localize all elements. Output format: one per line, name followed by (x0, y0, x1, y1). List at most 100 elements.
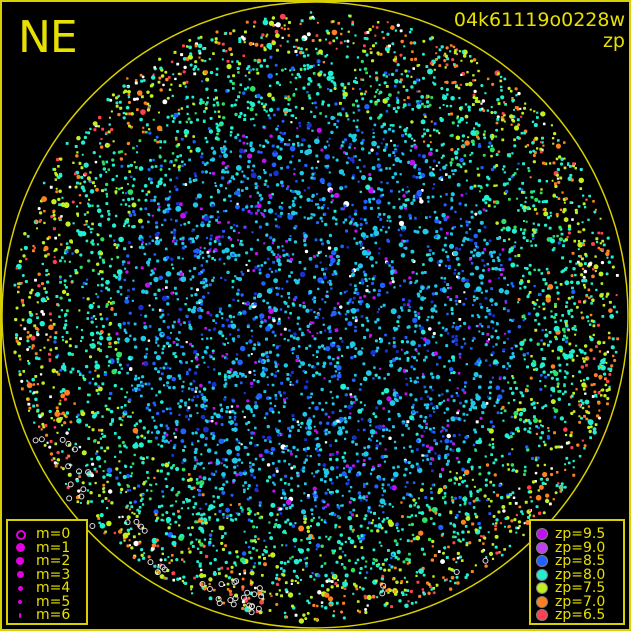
star-point (203, 361, 206, 364)
star-point (599, 217, 602, 220)
star-point (146, 260, 151, 265)
star-point (186, 372, 189, 376)
star-point (370, 529, 374, 533)
star-point (99, 256, 102, 259)
star-point (213, 239, 217, 243)
star-point (246, 177, 250, 180)
star-point (555, 157, 559, 161)
star-point (205, 404, 208, 408)
star-point (219, 183, 223, 188)
star-point (273, 545, 276, 549)
star-point (362, 428, 366, 432)
star-point (412, 498, 416, 502)
star-point (227, 374, 232, 379)
star-point (161, 223, 164, 227)
star-point (435, 310, 438, 313)
star-point (405, 88, 409, 92)
star-point (188, 414, 193, 418)
star-point (513, 410, 519, 416)
star-point (268, 531, 271, 534)
star-point (65, 142, 69, 145)
star-point (360, 278, 365, 283)
star-point (348, 146, 351, 149)
star-point (241, 585, 245, 589)
star-point (155, 394, 158, 397)
star-point (171, 554, 174, 557)
star-point (472, 58, 477, 62)
star-point (563, 201, 566, 204)
star-point (414, 601, 418, 604)
star-point (459, 356, 462, 359)
star-point (304, 458, 308, 462)
star-point (286, 518, 290, 522)
star-point (88, 198, 91, 201)
star-point (391, 280, 395, 284)
star-point (419, 199, 424, 204)
star-point (345, 161, 349, 165)
star-point (583, 447, 586, 450)
star-point (64, 319, 68, 323)
star-point (455, 456, 459, 460)
star-point (546, 271, 551, 275)
star-point (374, 415, 378, 419)
star-point (37, 207, 41, 211)
star-point (252, 68, 255, 71)
star-point (360, 232, 367, 238)
star-point (215, 549, 218, 552)
star-point (506, 283, 509, 286)
star-point (417, 352, 420, 355)
star-point (341, 504, 344, 507)
star-point (354, 34, 357, 37)
star-point (375, 78, 379, 82)
star-point (115, 246, 119, 249)
star-point (558, 369, 562, 373)
star-point (106, 97, 110, 102)
star-point (237, 512, 241, 516)
star-point (249, 408, 253, 412)
star-point (534, 328, 538, 332)
star-point (519, 287, 522, 290)
star-point (214, 184, 218, 187)
star-point (204, 419, 208, 422)
star-point (313, 366, 316, 369)
star-point (534, 319, 537, 322)
star-point (97, 441, 100, 444)
star-point (361, 138, 365, 142)
star-point (86, 489, 89, 492)
star-point (123, 329, 127, 333)
star-point (406, 481, 409, 484)
star-point (379, 282, 386, 289)
star-point (608, 385, 611, 388)
star-point (241, 508, 244, 511)
star-point (453, 337, 459, 343)
star-point (460, 559, 464, 562)
star-point (287, 50, 291, 54)
star-point (216, 518, 220, 522)
star-point (290, 452, 293, 456)
star-point (166, 472, 170, 476)
star-point (290, 425, 295, 429)
star-point (415, 432, 419, 436)
star-point (481, 99, 486, 103)
star-point (437, 454, 441, 458)
star-point (488, 512, 492, 515)
star-point (502, 182, 507, 187)
star-point (409, 159, 416, 166)
star-point (206, 448, 212, 453)
star-point (315, 34, 319, 37)
star-point (213, 98, 216, 101)
star-point (248, 370, 252, 374)
star-point (330, 115, 335, 121)
star-point (48, 324, 54, 331)
star-point (265, 412, 269, 416)
star-point (204, 283, 209, 288)
star-point (173, 443, 177, 447)
star-point (335, 47, 338, 50)
star-point (133, 161, 136, 164)
star-point (538, 444, 541, 448)
star-point (126, 141, 131, 146)
star-point (287, 560, 290, 563)
star-point (141, 556, 146, 560)
star-point (577, 205, 581, 208)
star-point (481, 251, 485, 255)
